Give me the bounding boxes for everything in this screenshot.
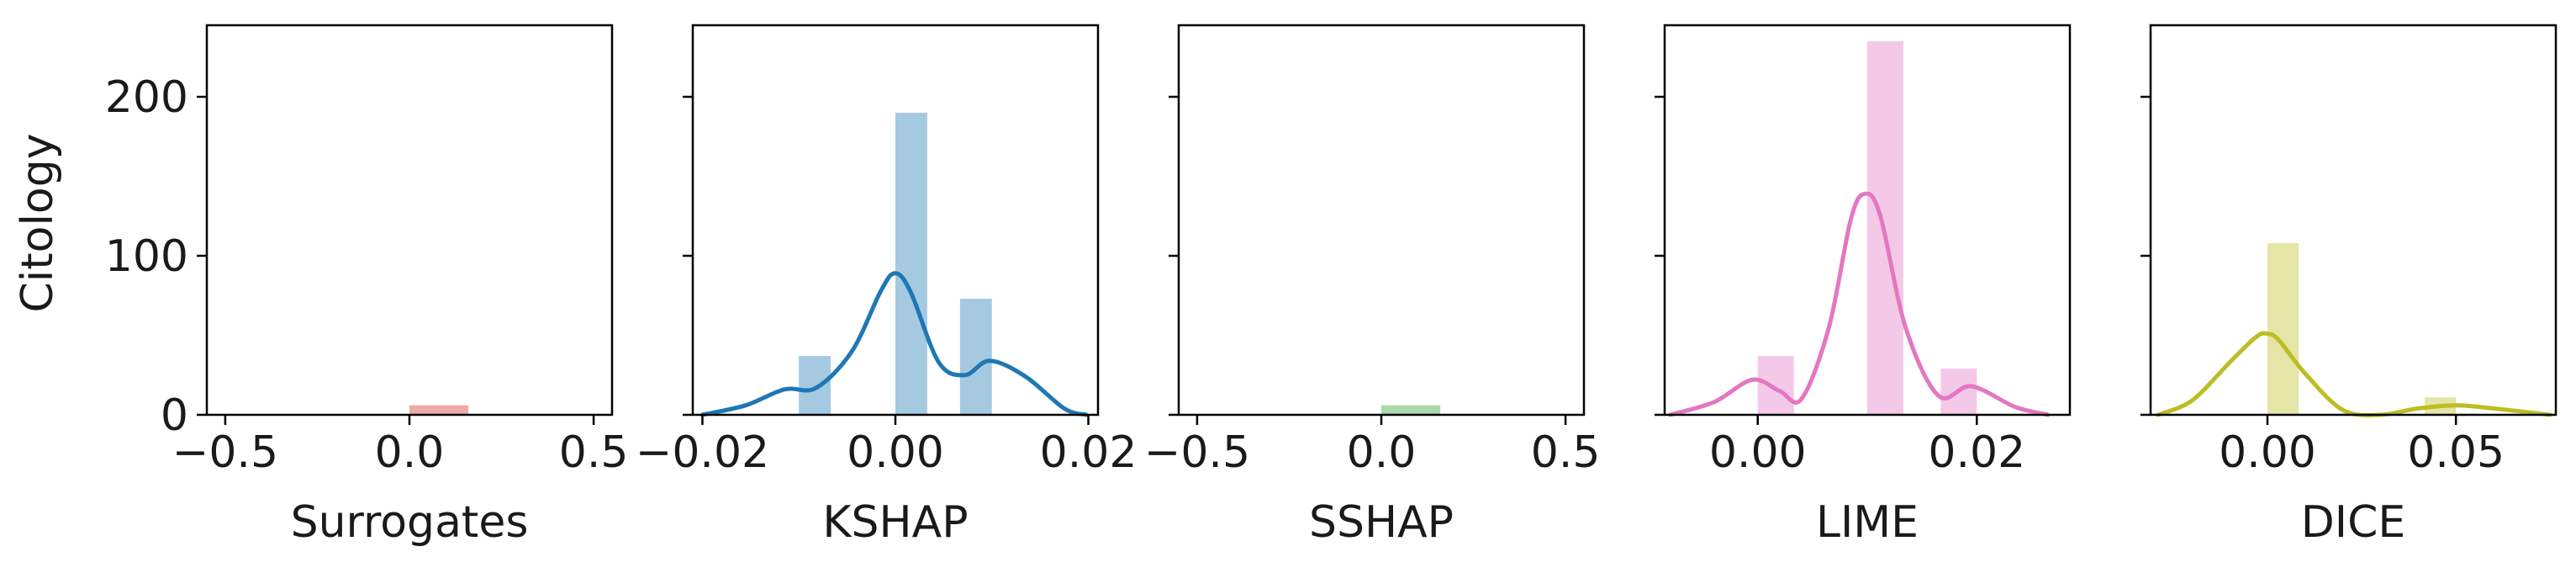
x-tick-label: 0.0 [375,427,445,478]
histogram-bar [2267,242,2299,415]
panel-sshap: −0.5 0.0 0.5 SSHAP [1144,24,1601,548]
histogram-bar [895,112,927,415]
y-tick-label: 0 [161,390,188,441]
x-tick-label: 0.02 [1040,427,1138,478]
x-axis-label: SSHAP [1309,497,1454,548]
x-tick-label: −0.02 [636,427,769,478]
histogram-bar [409,405,469,415]
y-tick-label: 100 [105,231,188,282]
histogram-bar [959,299,992,415]
y-axis-label: Citology [13,133,63,312]
histogram-bar [799,356,831,415]
x-axis-label: KSHAP [822,497,968,548]
x-axis-label: DICE [2301,497,2406,548]
x-axis-label: Surrogates [291,497,529,548]
x-tick-label: 0.0 [1347,427,1417,478]
x-tick-label: −0.5 [172,427,278,478]
kde-curve [700,271,1089,417]
plot-frame [205,24,614,416]
x-tick-label: 0.00 [847,427,944,478]
x-axis-label: LIME [1816,497,1919,548]
histogram-bar [1757,356,1794,415]
x-tick-label: 0.02 [1928,427,2025,478]
plot-frame [2149,24,2558,416]
panel-kshap: −0.02 0.00 0.02 KSHAP [636,24,1138,548]
plot-frame [1663,24,2072,416]
y-tick-label: 200 [105,72,188,123]
x-tick-label: 0.00 [1709,427,1807,478]
kde-curve [1668,191,2051,417]
x-tick-label: −0.5 [1144,427,1250,478]
x-tick-label: 0.5 [559,427,629,478]
x-tick-label: 0.05 [2407,427,2505,478]
x-tick-label: 0.00 [2219,427,2316,478]
histogram-bar [1381,405,1441,415]
plot-frame [1177,24,1586,416]
panel-surrogates: −0.5 0.0 0.5 0 100 200 Surrogates [105,24,629,548]
kde-curve [2156,331,2552,417]
x-tick-label: 0.5 [1531,427,1601,478]
